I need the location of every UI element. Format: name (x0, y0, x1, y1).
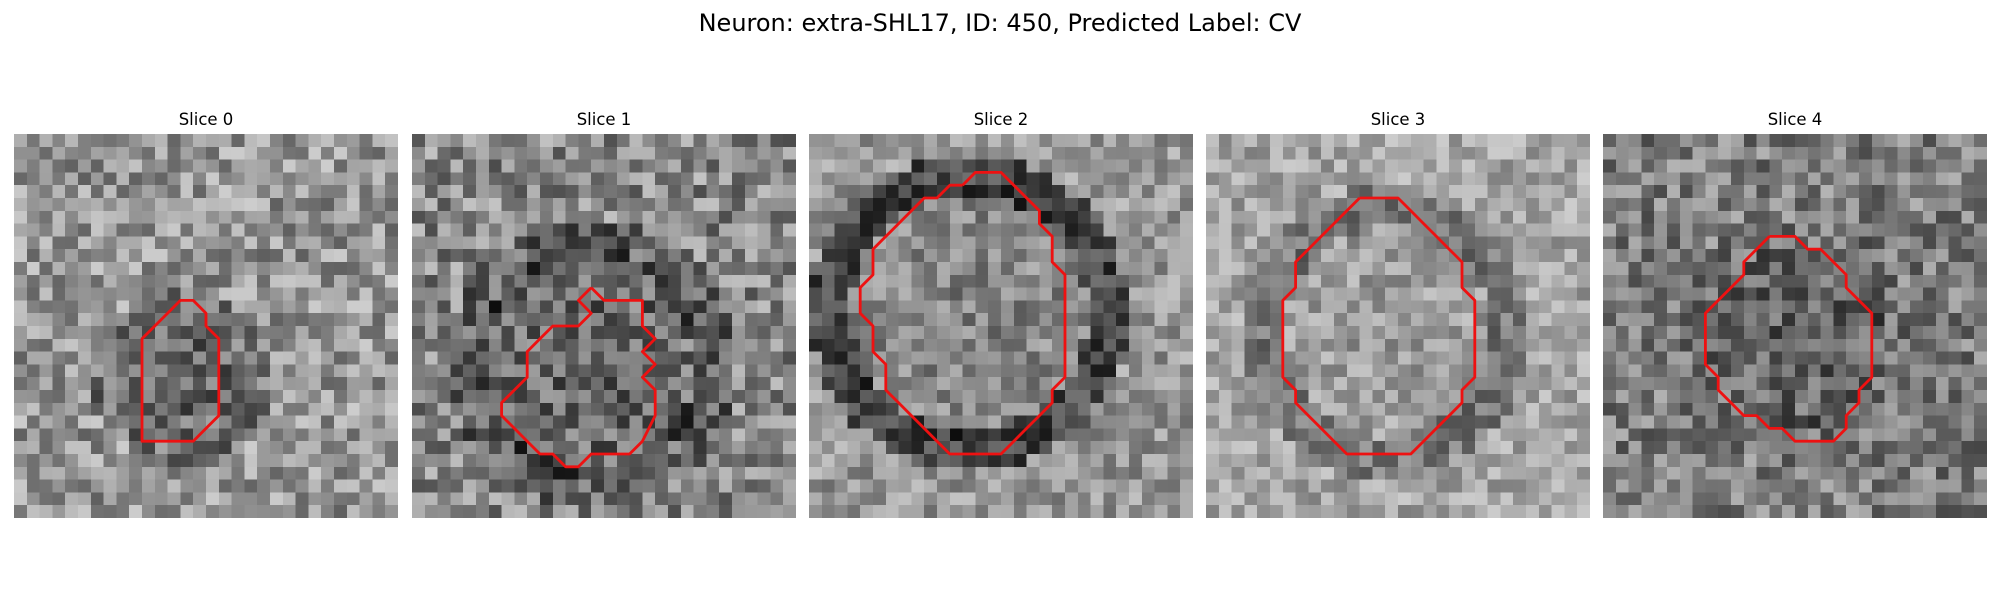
panel-title: Slice 4 (1767, 110, 1823, 129)
figure-title: Neuron: extra-SHL17, ID: 450, Predicted … (698, 9, 1302, 37)
panel-title: Slice 2 (973, 110, 1029, 129)
slice-image (1206, 134, 1590, 518)
slice-image (14, 134, 398, 518)
panel-title: Slice 3 (1370, 110, 1426, 129)
slice-image (1603, 134, 1987, 518)
roi-contour (1281, 196, 1477, 456)
slice-image (809, 134, 1193, 518)
roi-contour (140, 298, 221, 443)
roi-contour (500, 286, 657, 469)
slice-image (412, 134, 796, 518)
roi-contour (858, 170, 1067, 456)
panel-title: Slice 1 (576, 110, 632, 129)
roi-contour (1703, 234, 1874, 443)
panel-title: Slice 0 (178, 110, 234, 129)
